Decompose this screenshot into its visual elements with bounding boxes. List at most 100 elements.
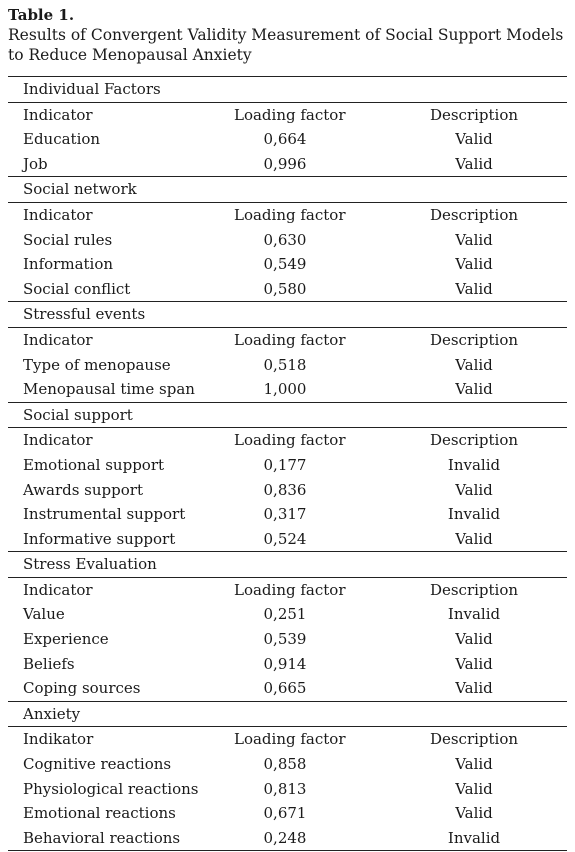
indicator-cell: Job [23,154,48,173]
table-row: Cognitive reactions 0,858 Valid [8,752,567,777]
indicator-cell: Type of menopause [23,355,171,374]
indicator-cell: Education [23,130,101,149]
group-title: Individual Factors [23,80,161,98]
loading-factor-cell: 1,000 [263,380,307,399]
column-header-description: Description [429,330,519,349]
description-cell: Invalid [447,505,501,524]
indicator-cell: Emotional reactions [23,804,176,823]
table-row: Value 0,251 Invalid [8,602,567,627]
table-row: Coping sources 0,665 Valid [8,676,567,701]
group-header-row: Individual Factors [8,77,567,103]
column-header-row: Indicator Loading factor Description [8,428,567,453]
table-row: Information 0,549 Valid [8,252,567,277]
loading-factor-cell: 0,524 [263,529,307,548]
column-header-loading-factor: Loading factor [234,730,346,749]
loading-factor-cell: 0,248 [263,828,307,847]
group-header-row: Social support [8,401,567,429]
indicator-cell: Social conflict [23,279,131,298]
indicator-cell: Experience [23,630,109,649]
loading-factor-cell: 0,251 [263,605,307,624]
column-header-indicator: Indikator [23,730,94,749]
loading-factor-cell: 0,317 [263,505,307,524]
column-header-indicator: Indicator [23,205,93,224]
table-row: Emotional support 0,177 Invalid [8,453,567,478]
results-table: Individual Factors Indicator Loading facto… [8,76,567,852]
indicator-cell: Cognitive reactions [23,755,172,774]
group-header-row: Stressful events [8,301,567,328]
loading-factor-cell: 0,836 [263,480,307,499]
loading-factor-cell: 0,664 [263,130,307,149]
loading-factor-cell: 0,518 [263,355,307,374]
loading-factor-cell: 0,549 [263,255,307,274]
indicator-cell: Behavioral reactions [23,828,181,847]
description-cell: Valid [455,804,493,823]
description-cell: Valid [455,779,493,798]
column-header-description: Description [429,730,519,749]
indicator-cell: Beliefs [23,654,75,673]
group-header-row: Stress Evaluation [8,551,567,578]
table-row: Instrumental support 0,317 Invalid [8,502,567,527]
loading-factor-cell: 0,671 [263,804,307,823]
column-header-indicator: Indicator [23,431,93,450]
description-cell: Invalid [447,455,501,474]
group-title: Social support [23,405,133,424]
description-cell: Valid [455,755,493,774]
table-row: Beliefs 0,914 Valid [8,652,567,677]
description-cell: Valid [455,130,493,149]
indicator-cell: Instrumental support [23,505,186,524]
column-header-description: Description [429,431,519,450]
column-header-loading-factor: Loading factor [234,330,346,349]
group-title: Stressful events [23,305,146,324]
loading-factor-cell: 0,858 [263,755,307,774]
description-cell: Valid [455,480,493,499]
column-header-row: Indicator Loading factor Description [8,103,567,128]
indicator-cell: Informative support [23,529,176,548]
column-header-loading-factor: Loading factor [234,105,346,124]
loading-factor-cell: 0,665 [263,679,307,698]
column-header-description: Description [429,105,519,124]
table-row: Education 0,664 Valid [8,127,567,152]
table-caption: Table 1. Results of Convergent Validity … [8,6,568,65]
group-title: Stress Evaluation [23,555,157,574]
column-header-indicator: Indicator [23,580,93,599]
table-row: Menopausal time span 1,000 Valid [8,377,567,402]
description-cell: Valid [455,679,493,698]
description-cell: Invalid [447,605,501,624]
group-title: Anxiety [23,704,81,723]
table-row: Social conflict 0,580 Valid [8,277,567,302]
loading-factor-cell: 0,630 [263,230,307,249]
description-cell: Valid [455,154,493,173]
table-row: Emotional reactions 0,671 Valid [8,801,567,826]
table-row: Informative support 0,524 Valid [8,527,567,552]
table-row: Physiological reactions 0,813 Valid [8,777,567,802]
loading-factor-cell: 0,914 [263,654,307,673]
indicator-cell: Emotional support [23,455,165,474]
column-header-row: Indikator Loading factor Description [8,727,567,752]
table-row: Job 0,996 Valid [8,152,567,177]
column-header-row: Indicator Loading factor Description [8,578,567,603]
loading-factor-cell: 0,539 [263,630,307,649]
column-header-loading-factor: Loading factor [234,431,346,450]
description-cell: Valid [455,255,493,274]
group-title: Social network [23,180,137,199]
table-title: Results of Convergent Validity Measureme… [8,26,564,64]
description-cell: Valid [455,529,493,548]
column-header-description: Description [429,580,519,599]
group-header-row: Anxiety [8,700,567,728]
table-row: Experience 0,539 Valid [8,627,567,652]
description-cell: Invalid [447,828,501,847]
indicator-cell: Coping sources [23,679,141,698]
description-cell: Valid [455,654,493,673]
loading-factor-cell: 0,177 [263,455,307,474]
table-row: Social rules 0,630 Valid [8,228,567,253]
description-cell: Valid [455,230,493,249]
indicator-cell: Social rules [23,230,113,249]
table-row: Behavioral reactions 0,248 Invalid [8,826,567,851]
description-cell: Valid [455,355,493,374]
indicator-cell: Awards support [23,480,143,499]
description-cell: Valid [455,279,493,298]
indicator-cell: Physiological reactions [23,779,199,798]
group-header-row: Social network [8,176,567,203]
indicator-cell: Information [23,255,114,274]
column-header-row: Indicator Loading factor Description [8,203,567,228]
